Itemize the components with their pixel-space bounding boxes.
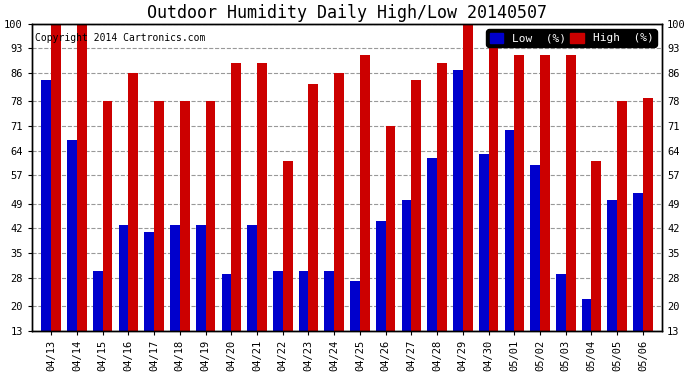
Bar xyxy=(41,80,51,330)
Bar xyxy=(479,154,489,330)
Bar xyxy=(180,101,190,330)
Bar xyxy=(607,200,617,330)
Title: Outdoor Humidity Daily High/Low 20140507: Outdoor Humidity Daily High/Low 20140507 xyxy=(147,4,547,22)
Bar xyxy=(530,165,540,330)
Bar xyxy=(273,271,283,330)
Bar xyxy=(93,271,103,330)
Text: Copyright 2014 Cartronics.com: Copyright 2014 Cartronics.com xyxy=(35,33,206,43)
Bar xyxy=(144,232,154,330)
Bar xyxy=(283,161,293,330)
Bar xyxy=(437,63,447,330)
Bar xyxy=(582,299,591,330)
Bar xyxy=(308,84,318,330)
Bar xyxy=(376,221,386,330)
Bar xyxy=(119,225,128,330)
Bar xyxy=(196,225,206,330)
Bar xyxy=(67,140,77,330)
Bar xyxy=(556,274,566,330)
Bar xyxy=(489,41,498,330)
Bar xyxy=(540,56,550,330)
Bar xyxy=(299,271,308,330)
Bar xyxy=(360,56,370,330)
Bar xyxy=(324,271,334,330)
Bar xyxy=(154,101,164,330)
Bar xyxy=(103,101,112,330)
Bar xyxy=(591,161,601,330)
Legend: Low  (%), High  (%): Low (%), High (%) xyxy=(486,29,657,47)
Bar xyxy=(633,193,643,330)
Bar xyxy=(566,56,575,330)
Bar xyxy=(221,274,231,330)
Bar xyxy=(463,24,473,330)
Bar xyxy=(643,98,653,330)
Bar xyxy=(427,158,437,330)
Bar xyxy=(334,73,344,330)
Bar xyxy=(411,80,421,330)
Bar xyxy=(128,73,138,330)
Bar xyxy=(51,24,61,330)
Bar xyxy=(206,101,215,330)
Bar xyxy=(77,24,87,330)
Bar xyxy=(402,200,411,330)
Bar xyxy=(350,281,360,330)
Bar xyxy=(170,225,180,330)
Bar xyxy=(514,56,524,330)
Bar xyxy=(453,70,463,330)
Bar xyxy=(504,129,514,330)
Bar xyxy=(257,63,267,330)
Bar xyxy=(231,63,241,330)
Bar xyxy=(617,101,627,330)
Bar xyxy=(247,225,257,330)
Bar xyxy=(386,126,395,330)
